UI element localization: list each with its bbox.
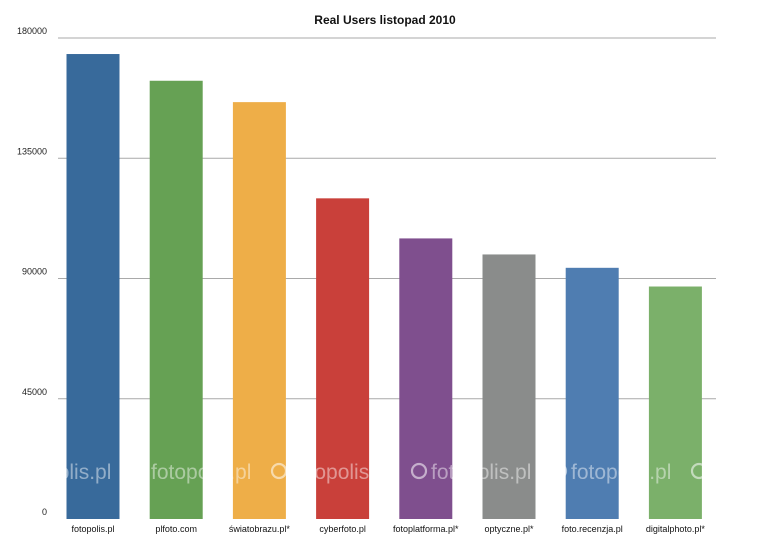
- watermark-logo-icon: [410, 462, 428, 480]
- y-tick-label: 0: [42, 507, 47, 517]
- watermark-logo-icon: [130, 462, 148, 480]
- x-tick-label: fotopolis.pl: [71, 524, 114, 534]
- y-tick-label: 135000: [17, 146, 47, 156]
- watermark-text: fotopolis.pl: [151, 461, 251, 484]
- watermark-text: fotopolis.pl: [11, 461, 111, 484]
- watermark-logo-icon: [690, 462, 708, 480]
- bar-7: [648, 286, 702, 519]
- y-axis-ticks: 0 45000 90000 135000 180000: [17, 26, 47, 517]
- x-tick-label: digitalphoto.pl*: [646, 524, 706, 534]
- chart-title: Real Users listopad 2010: [314, 13, 456, 27]
- x-tick-label: światobrazu.pl*: [229, 524, 291, 534]
- x-tick-label: fotoplatforma.pl*: [393, 524, 459, 534]
- watermark-text: fotopolis.pl: [291, 461, 391, 484]
- watermark-text: fotopolis.pl: [431, 461, 531, 484]
- x-tick-label: foto.recenzja.pl: [562, 524, 623, 534]
- watermark-text: fotopolis.pl: [711, 461, 770, 484]
- x-tick-label: optyczne.pl*: [484, 524, 534, 534]
- x-tick-label: plfoto.com: [155, 524, 197, 534]
- bar-0: [66, 54, 120, 520]
- watermark-logo-icon: [0, 462, 8, 480]
- bar-3: [316, 198, 370, 520]
- watermark-logo-icon: [270, 462, 288, 480]
- watermark: fotopolis.pl fotopolis.pl fotopolis.pl foto…: [0, 461, 770, 484]
- y-tick-label: 180000: [17, 26, 47, 36]
- bar-6: [565, 267, 619, 519]
- bar-2: [232, 102, 286, 519]
- y-tick-label: 45000: [22, 387, 47, 397]
- bar-5: [482, 254, 536, 519]
- x-tick-label: cyberfoto.pl: [319, 524, 366, 534]
- bars: [66, 54, 702, 520]
- watermark-text: fotopolis.pl: [571, 461, 671, 484]
- watermark-logo-icon: [550, 462, 568, 480]
- x-axis-ticks: fotopolis.pl plfoto.com światobrazu.pl* cyb…: [71, 524, 705, 534]
- y-tick-label: 90000: [22, 267, 47, 277]
- bar-1: [149, 80, 203, 519]
